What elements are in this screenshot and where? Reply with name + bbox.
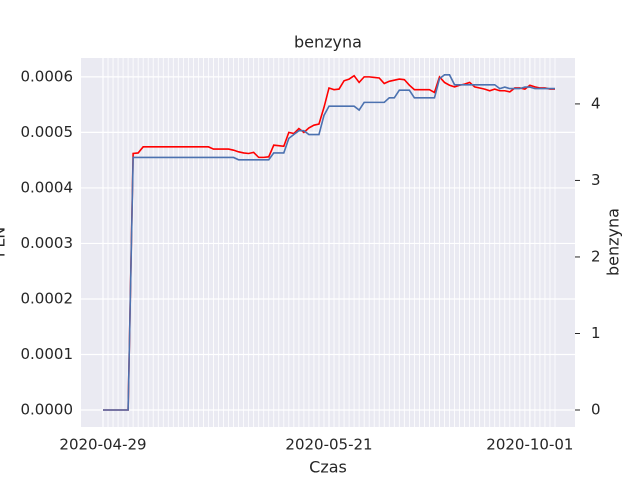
series-line (103, 74, 555, 411)
plot-area (81, 58, 575, 427)
y-axis-label: PLN (0, 227, 9, 258)
y-tick-label: 0.0003 (21, 234, 74, 252)
y-tick-label: 0.0004 (21, 178, 74, 196)
y2-tick-label: 4 (591, 94, 601, 112)
series-line (103, 74, 555, 411)
y-tick-label: 0.0002 (21, 289, 74, 307)
y-tick-label: 0.0000 (21, 401, 74, 419)
y2-tick-label: 0 (591, 401, 601, 419)
y-tick-label: 0.0006 (21, 67, 74, 85)
x-axis-label: Czas (309, 458, 347, 477)
x-tick-label: 2020-05-21 (285, 436, 372, 454)
y-tick-label: 0.0001 (21, 345, 74, 363)
y-tick-label: 0.0005 (21, 123, 74, 141)
y2-tick-label: 3 (591, 171, 601, 189)
y2-tick-label: 2 (591, 247, 601, 265)
chart-title: benzyna (294, 33, 362, 52)
y2-axis-label: benzyna (604, 208, 623, 276)
y2-tick-label: 1 (591, 324, 601, 342)
x-tick-label: 2020-10-01 (486, 436, 573, 454)
x-tick-label: 2020-04-29 (59, 436, 146, 454)
